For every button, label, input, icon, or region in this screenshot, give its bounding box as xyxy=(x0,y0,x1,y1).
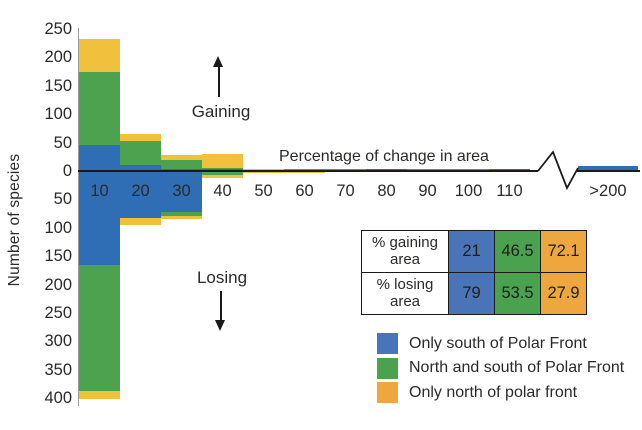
x-tick-label: 40 xyxy=(213,182,232,200)
y-tick-label: 400 xyxy=(44,389,72,408)
bar-segment-gaining xyxy=(79,145,120,171)
bar-segment-gaining xyxy=(243,168,284,171)
x-tick-label: 70 xyxy=(336,182,355,200)
bar-segment-gaining xyxy=(202,168,243,171)
x-tick-label: 60 xyxy=(295,182,314,200)
y-tick-label: 50 xyxy=(53,190,72,209)
y-tick-label: 200 xyxy=(44,275,72,294)
x-tick-label: 80 xyxy=(377,182,396,200)
gaining-arrow-icon xyxy=(213,56,223,67)
bar-segment-gaining xyxy=(120,164,161,171)
table-cell-gaining-orange: 72.1 xyxy=(540,230,587,273)
table-cell-losing-blue: 79 xyxy=(448,272,495,315)
losing-arrow-stem xyxy=(220,291,222,322)
x-tick-label: 100 xyxy=(454,182,483,200)
bar-segment-losing xyxy=(202,174,243,179)
table-row-label: % gaining area xyxy=(361,230,449,273)
bar-segment-gaining xyxy=(161,168,202,171)
gaining-arrow-stem xyxy=(218,66,220,97)
blue-swatch-icon xyxy=(377,333,398,354)
legend-item: Only south of Polar Front xyxy=(377,333,624,354)
bar-segment-losing xyxy=(120,217,161,225)
table-cell-losing-orange: 27.9 xyxy=(540,272,587,315)
table-cell-losing-green: 53.5 xyxy=(494,272,541,315)
losing-arrow-icon xyxy=(215,320,225,331)
bar-segment-losing xyxy=(79,264,120,391)
y-tick-label: 300 xyxy=(44,332,72,351)
bar-segment-losing xyxy=(120,171,161,218)
bar-segment-gaining xyxy=(120,134,161,142)
y-tick-label: 200 xyxy=(44,48,72,67)
bar-segment-losing xyxy=(79,171,120,265)
x-tick-label: 110 xyxy=(496,182,523,200)
bar-segment-losing xyxy=(161,215,202,220)
legend-item: North and south of Polar Front xyxy=(377,357,625,379)
table-cell-gaining-green: 46.5 xyxy=(494,230,541,273)
bar-segment-losing xyxy=(79,390,120,400)
y-tick-label: 50 xyxy=(53,133,72,152)
axis-break-icon xyxy=(537,150,579,191)
table-cell-gaining-blue: 21 xyxy=(448,230,495,273)
gaining-label: Gaining xyxy=(191,102,251,121)
percentage-table: % gaining area 21 46.5 72.1 % losing are… xyxy=(361,230,587,315)
legend-item-label: Only south of Polar Front xyxy=(409,334,587,352)
bar-segment-gaining xyxy=(161,154,202,160)
bar-segment-gaining xyxy=(284,168,325,171)
y-tick-label: 0 xyxy=(62,162,72,180)
legend-item-label: North and south of Polar Front xyxy=(409,359,625,376)
bar-segment-gaining xyxy=(161,159,202,169)
bar-segment-gaining xyxy=(79,39,120,72)
losing-label: Losing xyxy=(196,268,248,287)
table-row: % gaining area 21 46.5 72.1 xyxy=(361,230,587,273)
bar-segment-gaining xyxy=(120,141,161,165)
y-tick-label: 150 xyxy=(44,247,72,266)
y-tick-label: 250 xyxy=(44,20,72,38)
bar-segment-losing xyxy=(161,171,202,212)
x-tick-label: 50 xyxy=(254,182,273,200)
legend-item: Only north of polar front xyxy=(377,382,624,403)
y-tick-label: 100 xyxy=(44,218,72,237)
table-row: % losing area 79 53.5 27.9 xyxy=(361,272,587,315)
green-swatch-icon xyxy=(377,357,398,379)
orange-swatch-icon xyxy=(377,382,398,403)
y-axis-line xyxy=(78,28,79,406)
x-tick-label: 10 xyxy=(90,182,109,200)
bar-segment-gaining xyxy=(79,71,120,146)
legend-item-label: Only north of polar front xyxy=(409,383,578,401)
x-tick-label: 90 xyxy=(418,182,437,200)
y-tick-label: 150 xyxy=(44,76,72,95)
y-tick-label: 250 xyxy=(44,304,72,322)
x-tick-label: >200 xyxy=(589,182,627,200)
y-tick-label: 100 xyxy=(44,105,72,124)
bar-segment-losing xyxy=(161,211,202,216)
legend: Only south of Polar Front North and sout… xyxy=(377,333,624,403)
bar-segment-losing xyxy=(202,171,243,175)
x-axis-title: Percentage of change in area xyxy=(279,148,489,165)
x-tick-label: 20 xyxy=(131,182,150,200)
x-axis-line-right xyxy=(577,170,640,172)
bar-segment-gaining xyxy=(202,153,243,168)
y-tick-label: 350 xyxy=(44,360,72,379)
x-tick-label: 30 xyxy=(172,182,191,200)
x-axis-line-left xyxy=(78,170,538,172)
table-row-label: % losing area xyxy=(361,272,449,315)
bar-segment-gaining xyxy=(578,165,638,171)
bar-segment-gaining xyxy=(202,167,243,169)
